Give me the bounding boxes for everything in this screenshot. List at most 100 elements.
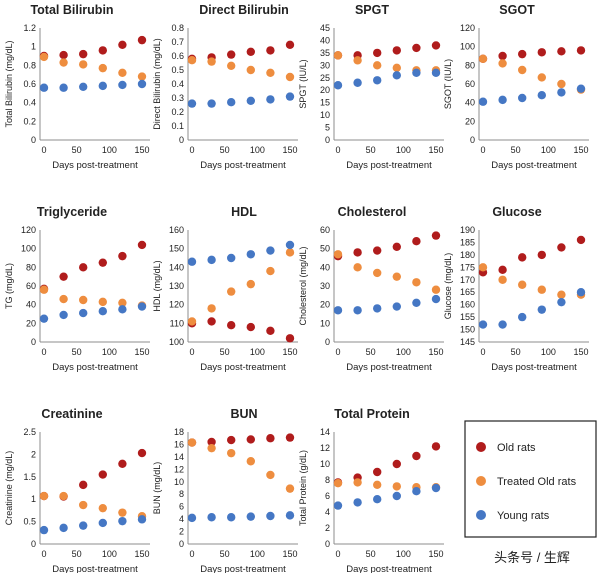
spgt-point-treated-old-rats (353, 56, 362, 65)
panel-total-protein: Total Protein 0 2 4 6 8 10 12 14 0 50 100 150 Days po… (298, 407, 444, 573)
hdl-point-treated-old-rats (246, 279, 255, 289)
glucose-point-young-rats (557, 297, 566, 307)
direct-bilirubin-point-old-rats (285, 40, 295, 49)
total-protein-x-tick-label: 150 (428, 549, 443, 559)
hdl-x-tick-label: 0 (189, 347, 194, 357)
hdl-point-treated-old-rats (227, 287, 236, 296)
cholesterol-series-young-rats (333, 294, 441, 315)
panel-direct-bilirubin: Direct Bilirubin 0 0.1 0.2 0.3 0.4 0.5 0.6 0.7 0.… (152, 3, 298, 171)
glucose-series-treated-old-rats (478, 263, 586, 299)
direct-bilirubin-y-tick-label: 0 (179, 135, 184, 145)
direct-bilirubin-title: Direct Bilirubin (199, 3, 289, 17)
watermark-text: 头条号 / 生辉 (494, 550, 570, 565)
triglyceride-series-young-rats (39, 302, 147, 323)
bun-title: BUN (230, 407, 257, 421)
bun-series-treated-old-rats (187, 438, 295, 493)
cholesterol-point-old-rats (431, 231, 441, 240)
glucose-x-tick-label: 50 (511, 347, 521, 357)
glucose-point-treated-old-rats (537, 285, 546, 294)
direct-bilirubin-point-young-rats (207, 99, 216, 108)
spgt-point-young-rats (431, 68, 441, 78)
glucose-point-old-rats (498, 265, 507, 275)
hdl-y-tick-label: 120 (169, 300, 184, 310)
creatinine-series-treated-old-rats (39, 491, 147, 521)
legend-label-treated-old-rats: Treated Old rats (497, 476, 577, 488)
triglyceride-point-old-rats (118, 251, 127, 261)
sgot-point-old-rats (557, 47, 566, 56)
creatinine-point-old-rats (79, 480, 88, 490)
panel-creatinine: Creatinine 0 0.5 1 1.5 2 2.5 0 50 100 150 Days post… (4, 407, 150, 573)
total-protein-y-axis-label: Total Protein (g/dL) (298, 450, 308, 526)
direct-bilirubin-point-treated-old-rats (246, 65, 255, 75)
cholesterol-point-treated-old-rats (431, 285, 441, 294)
glucose-y-tick-label: 155 (460, 312, 475, 322)
creatinine-title: Creatinine (41, 407, 102, 421)
hdl-series-old-rats (187, 317, 295, 343)
total-protein-x-tick-label: 50 (366, 549, 376, 559)
bun-point-old-rats (285, 433, 295, 442)
sgot-point-old-rats (498, 51, 507, 61)
direct-bilirubin-x-tick-label: 100 (250, 145, 265, 155)
bun-y-tick-label: 4 (179, 514, 184, 524)
creatinine-y-tick-label: 0 (31, 539, 36, 549)
creatinine-x-axis-label: Days post-treatment (52, 564, 138, 573)
triglyceride-x-tick-label: 0 (41, 347, 46, 357)
sgot-x-axis-label: Days post-treatment (491, 160, 577, 171)
spgt-point-young-rats (392, 71, 401, 80)
spgt-x-tick-label: 150 (428, 145, 443, 155)
total-protein-point-young-rats (333, 501, 343, 510)
cholesterol-y-axis-label: Cholesterol (mg/dL) (298, 246, 308, 325)
total-protein-point-young-rats (392, 491, 401, 501)
total-protein-point-young-rats (353, 498, 362, 507)
panel-bun: BUN 0 2 4 6 8 10 12 14 16 18 0 50 100 150 Days post-tre… (152, 407, 298, 573)
total-bilirubin-point-young-rats (79, 82, 88, 92)
glucose-y-tick-label: 190 (460, 225, 475, 235)
bun-x-tick-label: 150 (282, 549, 297, 559)
triglyceride-point-old-rats (98, 258, 108, 267)
total-bilirubin-point-treated-old-rats (98, 63, 108, 73)
total-bilirubin-x-tick-label: 50 (72, 145, 82, 155)
total-bilirubin-series-old-rats (39, 35, 147, 61)
hdl-point-old-rats (207, 317, 216, 326)
total-protein-y-tick-label: 0 (325, 539, 330, 549)
bun-y-tick-label: 12 (174, 464, 184, 474)
sgot-y-tick-label: 100 (460, 42, 475, 52)
direct-bilirubin-y-tick-label: 0.8 (171, 23, 184, 33)
glucose-point-treated-old-rats (518, 280, 527, 289)
spgt-y-tick-label: 30 (320, 60, 330, 70)
bun-y-axis-label: BUN (mg/dL) (152, 462, 162, 515)
total-bilirubin-title: Total Bilirubin (30, 3, 113, 17)
legend-marker-young-rats (476, 510, 486, 520)
total-protein-series-young-rats (333, 483, 441, 510)
triglyceride-y-tick-label: 20 (26, 318, 36, 328)
spgt-y-tick-label: 5 (325, 123, 330, 133)
total-bilirubin-point-old-rats (137, 35, 147, 45)
bun-point-treated-old-rats (187, 438, 197, 447)
sgot-x-tick-label: 50 (511, 145, 521, 155)
creatinine-point-young-rats (79, 521, 88, 530)
creatinine-point-treated-old-rats (79, 500, 88, 510)
glucose-series-old-rats (478, 235, 586, 277)
cholesterol-y-tick-label: 50 (320, 244, 330, 254)
total-protein-title: Total Protein (334, 407, 409, 421)
triglyceride-point-treated-old-rats (79, 295, 88, 305)
direct-bilirubin-series-young-rats (187, 92, 295, 108)
total-bilirubin-point-treated-old-rats (59, 58, 68, 67)
cholesterol-point-young-rats (373, 304, 382, 313)
legend-box (464, 420, 597, 538)
cholesterol-point-young-rats (353, 306, 362, 315)
creatinine-point-young-rats (118, 516, 127, 526)
spgt-y-tick-label: 25 (320, 73, 330, 83)
panel-triglyceride: Triglyceride 0 20 40 60 80 100 120 0 50 100 150 Days… (4, 205, 150, 373)
legend-item-young-rats: Young rats (476, 510, 550, 522)
total-bilirubin-y-tick-label: 0.2 (23, 116, 36, 126)
hdl-y-tick-label: 150 (169, 244, 184, 254)
bun-point-treated-old-rats (266, 470, 275, 480)
bun-y-tick-label: 14 (174, 452, 184, 462)
direct-bilirubin-x-tick-label: 150 (282, 145, 297, 155)
triglyceride-point-treated-old-rats (118, 298, 127, 307)
sgot-x-tick-label: 0 (480, 145, 485, 155)
hdl-point-young-rats (285, 240, 295, 250)
sgot-point-treated-old-rats (498, 59, 507, 68)
